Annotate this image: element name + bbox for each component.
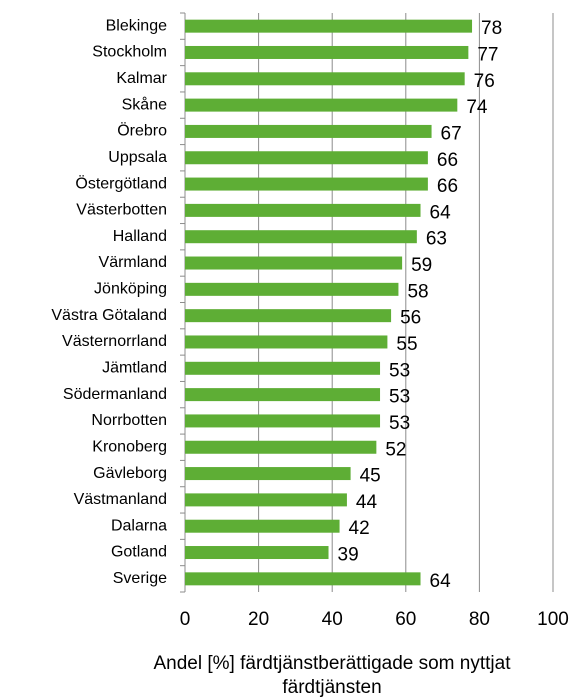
y-tick-label: Jönköping <box>94 281 167 298</box>
y-tick-label: Västerbotten <box>76 202 167 219</box>
y-tick-label: Blekinge <box>106 17 167 34</box>
bar <box>185 282 399 296</box>
y-tick-label: Kalmar <box>116 70 167 87</box>
bar <box>185 230 417 244</box>
value-label: 45 <box>360 466 381 487</box>
y-tick-label: Västra Götaland <box>51 307 167 324</box>
bar <box>185 19 473 33</box>
value-label: 53 <box>389 387 410 408</box>
bar <box>185 45 469 59</box>
bar <box>185 388 381 402</box>
y-tick-label: Södermanland <box>63 386 167 403</box>
bar <box>185 309 392 323</box>
y-tick-label: Jämtland <box>102 360 167 377</box>
y-tick-label: Västmanland <box>74 491 167 508</box>
value-label: 58 <box>407 281 428 302</box>
bar <box>185 440 377 454</box>
value-label: 53 <box>389 413 410 434</box>
bar <box>185 414 381 428</box>
y-tick-label: Örebro <box>117 122 167 140</box>
x-tick-label: 40 <box>322 609 343 630</box>
value-label: 56 <box>400 308 421 329</box>
bar <box>185 467 351 481</box>
chart: 0 20 40 60 80 100 Blekinge 78 Stockholm 77 Kalmar 7… <box>51 12 569 630</box>
bar <box>185 98 458 112</box>
value-label: 52 <box>385 439 406 460</box>
y-tick-label: Norrbotten <box>91 412 167 429</box>
y-tick-label: Gävleborg <box>93 465 167 482</box>
value-label: 66 <box>437 176 458 197</box>
value-label: 66 <box>437 150 458 171</box>
value-label: 67 <box>441 123 462 144</box>
x-tick-label: 80 <box>469 609 490 630</box>
bar <box>185 177 428 191</box>
y-tick-label: Stockholm <box>92 44 167 61</box>
value-label: 39 <box>338 545 359 566</box>
value-label: 64 <box>430 202 452 223</box>
y-tick-label: Kronoberg <box>92 438 167 455</box>
value-label: 63 <box>426 229 447 250</box>
bar <box>185 335 388 349</box>
value-label: 44 <box>356 492 378 513</box>
bar <box>185 519 340 533</box>
x-tick-label: 20 <box>248 609 269 630</box>
y-tick-label: Västernorrland <box>62 333 167 350</box>
value-label: 42 <box>349 518 370 539</box>
y-tick-label: Halland <box>113 228 167 245</box>
x-tick-label: 100 <box>537 609 569 630</box>
value-label: 59 <box>411 255 432 276</box>
y-tick-label: Gotland <box>111 544 167 561</box>
value-label: 78 <box>481 18 502 39</box>
bar <box>185 572 421 586</box>
x-tick-label: 0 <box>180 609 191 630</box>
y-tick-label: Dalarna <box>111 517 167 534</box>
bar <box>185 72 465 86</box>
bar <box>185 203 421 217</box>
value-label: 55 <box>396 334 417 355</box>
y-tick-label: Värmland <box>99 254 167 271</box>
y-tick-label: Östergötland <box>75 174 167 192</box>
bar <box>185 151 428 165</box>
value-label: 64 <box>430 571 452 592</box>
x-tick-label: 60 <box>395 609 416 630</box>
x-axis-label: Andel [%] färdtjänstberättigade som nytt… <box>153 653 511 698</box>
value-label: 74 <box>466 97 488 118</box>
value-label: 76 <box>474 71 495 92</box>
bar <box>185 493 347 507</box>
bar <box>185 256 403 270</box>
y-tick-label: Skåne <box>122 95 167 113</box>
y-tick-label: Uppsala <box>108 149 167 166</box>
bar <box>185 546 329 560</box>
bar <box>185 124 432 138</box>
value-label: 53 <box>389 360 410 381</box>
value-label: 77 <box>477 44 498 65</box>
bar <box>185 361 381 375</box>
y-tick-label: Sverige <box>113 570 167 587</box>
